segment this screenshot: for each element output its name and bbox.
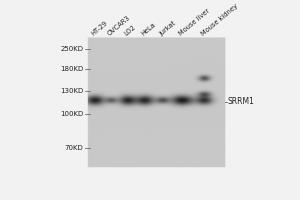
Text: Mouse kidney: Mouse kidney — [200, 3, 239, 37]
Text: 70KD: 70KD — [65, 145, 83, 151]
Text: HeLa: HeLa — [141, 22, 157, 37]
Text: 100KD: 100KD — [60, 111, 83, 117]
Text: Jurkat: Jurkat — [158, 20, 177, 37]
Bar — [88, 38, 225, 167]
Text: Mouse liver: Mouse liver — [178, 8, 211, 37]
Text: SRRM1: SRRM1 — [228, 97, 255, 106]
Text: OVCAR3: OVCAR3 — [107, 15, 132, 37]
Text: LO2: LO2 — [123, 24, 137, 37]
Text: 130KD: 130KD — [60, 88, 83, 94]
Text: 250KD: 250KD — [61, 46, 83, 52]
Text: HT-29: HT-29 — [91, 20, 109, 37]
Text: 180KD: 180KD — [60, 66, 83, 72]
